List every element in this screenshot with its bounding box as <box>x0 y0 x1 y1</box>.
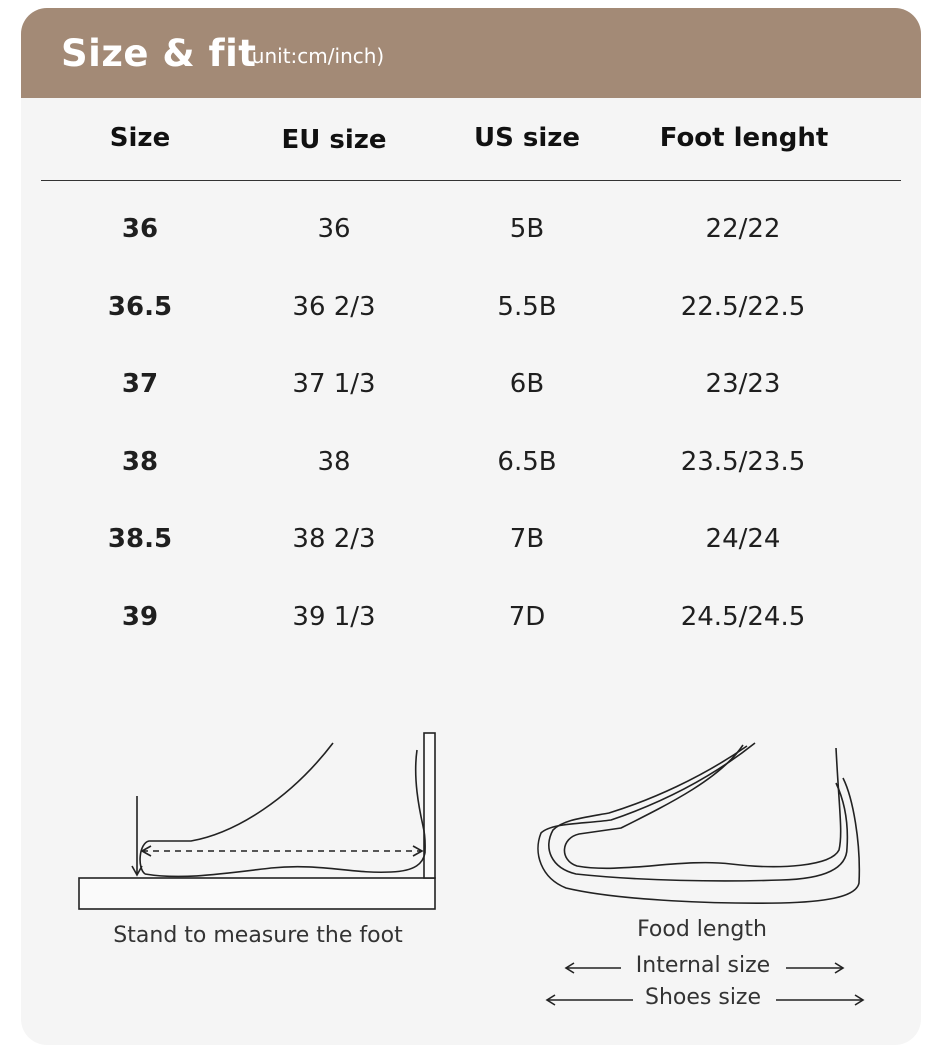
caption-shoes-size: Shoes size <box>644 985 762 1010</box>
table-cell-us-size: 7B <box>509 524 545 554</box>
table-cell-eu-size: 36 <box>317 214 351 244</box>
table-cell-eu-size: 36 2/3 <box>292 292 376 322</box>
column-header-foot-length: Foot lenght <box>659 123 829 153</box>
shoe-size-illustration <box>537 742 865 1006</box>
caption-stand-measure: Stand to measure the foot <box>113 923 403 948</box>
header-divider <box>41 180 901 181</box>
table-cell-size: 36.5 <box>107 292 173 322</box>
table-cell-us-size: 5.5B <box>497 292 557 322</box>
column-header-us-size: US size <box>473 123 581 153</box>
table-cell-foot-length: 24.5/24.5 <box>680 602 806 632</box>
caption-food-length: Food length <box>637 917 767 942</box>
table-cell-eu-size: 38 <box>317 447 351 477</box>
table-cell-eu-size: 39 1/3 <box>292 602 376 632</box>
table-cell-us-size: 6B <box>509 369 545 399</box>
table-cell-foot-length: 22.5/22.5 <box>680 292 806 322</box>
table-cell-size: 39 <box>121 602 159 632</box>
page-title: Size & fit <box>61 32 257 75</box>
caption-internal-size: Internal size <box>635 953 771 978</box>
column-header-size: Size <box>109 123 171 153</box>
table-cell-foot-length: 24/24 <box>705 524 781 554</box>
table-cell-size: 38 <box>121 447 159 477</box>
header-bar: Size & fit (unit:cm/inch) <box>21 8 921 98</box>
table-cell-foot-length: 23.5/23.5 <box>680 447 806 477</box>
table-cell-us-size: 7D <box>508 602 546 632</box>
table-cell-size: 36 <box>121 214 159 244</box>
table-cell-us-size: 5B <box>509 214 545 244</box>
table-cell-eu-size: 37 1/3 <box>292 369 376 399</box>
unit-label: (unit:cm/inch) <box>244 44 385 68</box>
table-cell-size: 38.5 <box>107 524 173 554</box>
table-cell-foot-length: 22/22 <box>705 214 781 244</box>
table-cell-foot-length: 23/23 <box>705 369 781 399</box>
foot-illustrations <box>78 732 865 1006</box>
table-cell-eu-size: 38 2/3 <box>292 524 376 554</box>
table-cell-us-size: 6.5B <box>497 447 557 477</box>
size-fit-card: Size & fit (unit:cm/inch) Size EU size U… <box>21 8 921 1045</box>
column-header-eu-size: EU size <box>281 125 387 155</box>
foot-measure-illustration <box>78 732 436 910</box>
table-cell-size: 37 <box>121 369 159 399</box>
